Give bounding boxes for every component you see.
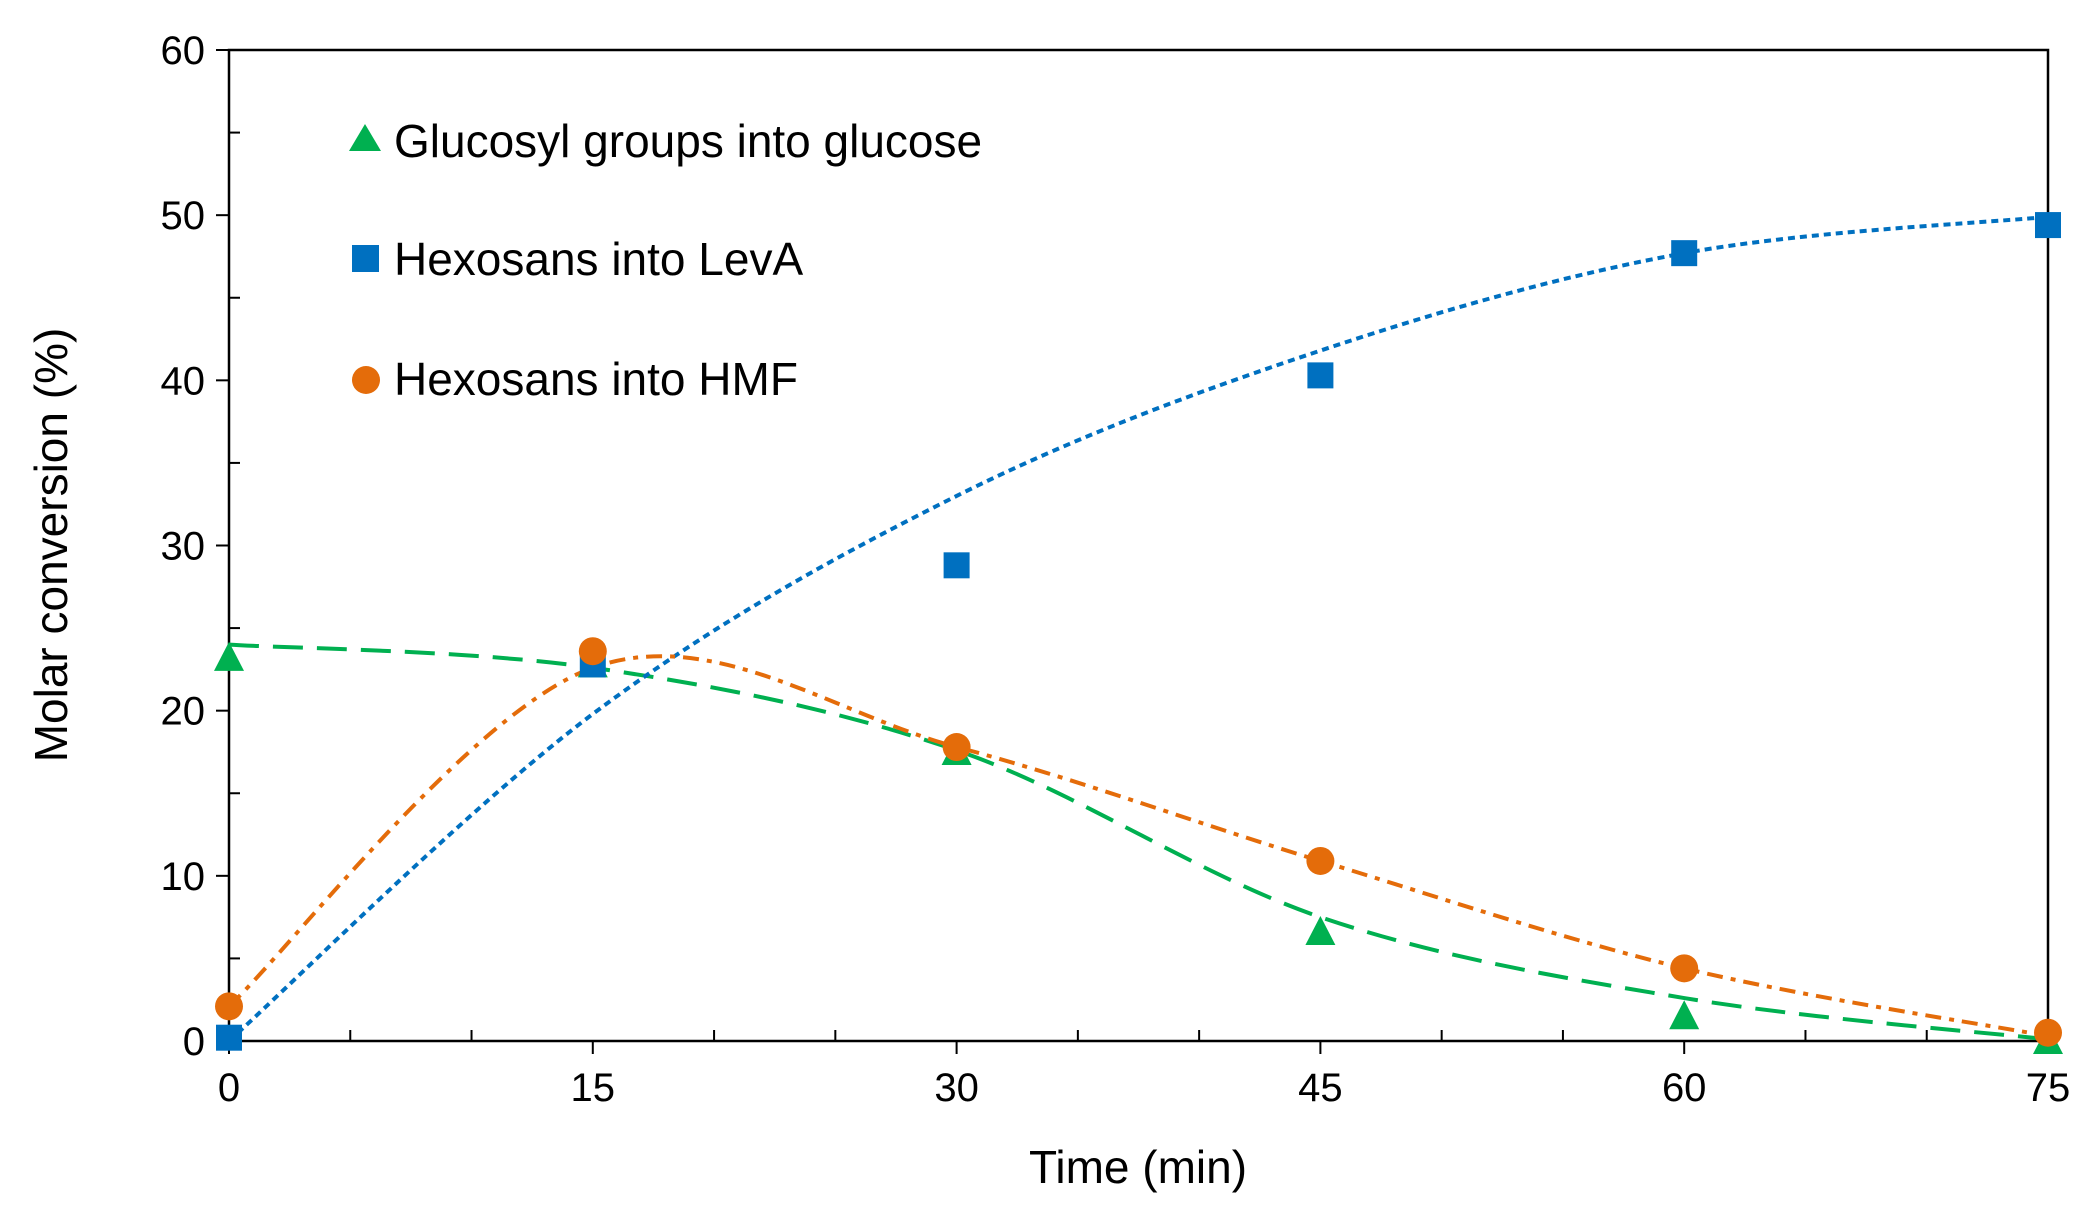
x-axis-title: Time (min) — [1029, 1141, 1247, 1193]
trendline-circle — [227, 654, 2049, 1039]
y-tick-label: 50 — [161, 194, 206, 238]
data-markers — [214, 212, 2063, 1054]
data-point-circle — [1670, 954, 1699, 983]
plot-area — [227, 48, 2050, 1043]
y-tick-label: 0 — [183, 1020, 205, 1064]
data-point-square — [1671, 240, 1698, 267]
data-point-circle — [2034, 1018, 2062, 1047]
y-tick-label: 40 — [161, 359, 206, 403]
y-tick-label: 30 — [161, 525, 206, 569]
legend-marker-hmf — [352, 366, 380, 394]
data-point-triangle — [1669, 1000, 1700, 1030]
legend-marker-leva — [352, 245, 379, 272]
data-point-square — [1307, 362, 1334, 389]
minor-ticks — [229, 131, 1928, 1041]
data-point-square — [2035, 212, 2061, 239]
legend-marker-glucose — [349, 124, 381, 151]
data-point-circle — [578, 637, 607, 666]
x-tick-label: 30 — [934, 1066, 979, 1110]
legend-label-hmf: Hexosans into HMF — [394, 353, 798, 405]
data-point-triangle — [1305, 915, 1336, 945]
x-tick-label: 60 — [1662, 1066, 1707, 1110]
x-tick-label: 15 — [571, 1066, 616, 1110]
x-axis: 0 15 30 45 60 75 — [218, 1041, 2070, 1110]
y-tick-label: 20 — [161, 690, 206, 734]
data-point-triangle — [214, 641, 244, 671]
data-point-circle — [1306, 846, 1335, 875]
y-tick-label: 60 — [161, 29, 206, 73]
y-axis: 0 10 20 30 40 50 60 — [161, 29, 229, 1064]
data-point-circle — [215, 992, 243, 1021]
legend-label-leva: Hexosans into LevA — [394, 233, 803, 285]
trendline-square — [227, 214, 2049, 1043]
x-tick-label: 75 — [2026, 1066, 2071, 1110]
data-point-square — [943, 552, 970, 579]
x-tick-label: 45 — [1298, 1066, 1343, 1110]
data-point-square — [216, 1024, 242, 1051]
trendline-triangle — [228, 642, 2049, 1042]
legend: Glucosyl groups into glucose Hexosans in… — [349, 115, 982, 405]
data-point-circle — [942, 733, 971, 762]
y-axis-title: Molar conversion (%) — [25, 328, 77, 763]
legend-label-glucose: Glucosyl groups into glucose — [394, 115, 982, 167]
y-tick-label: 10 — [161, 855, 206, 899]
x-tick-label: 0 — [218, 1066, 240, 1110]
trendlines — [227, 214, 2049, 1043]
